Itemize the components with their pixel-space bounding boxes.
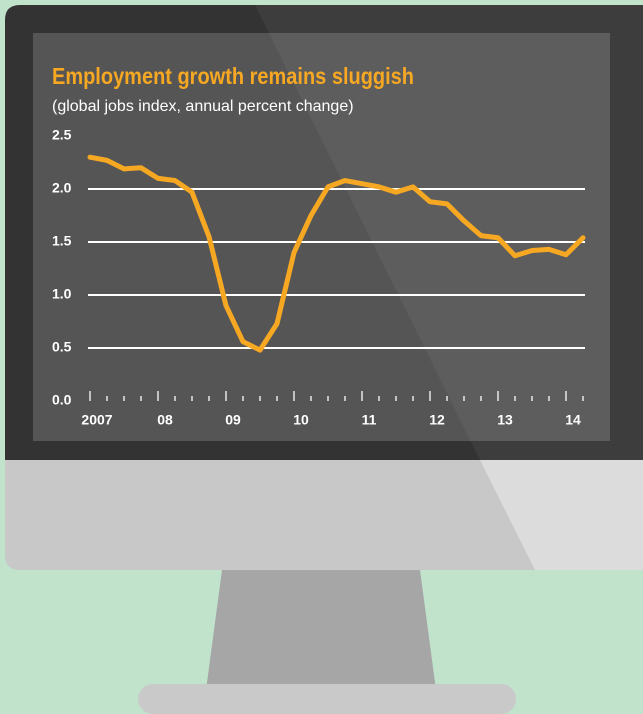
monitor-chin (5, 460, 643, 570)
chart-subtitle: (global jobs index, annual percent chang… (52, 98, 354, 115)
screen-glare (255, 5, 643, 460)
x-tick-label: 2007 (81, 412, 112, 428)
y-tick-label: 0.0 (52, 392, 72, 408)
x-tick-label: 09 (225, 412, 241, 428)
stand-base (138, 684, 516, 714)
y-tick-label: 0.5 (52, 339, 72, 355)
x-tick-label: 10 (293, 412, 309, 428)
chart-title: Employment growth remains sluggish (52, 63, 414, 89)
stand (206, 570, 436, 690)
x-tick-label: 13 (497, 412, 513, 428)
data-line (87, 154, 586, 353)
x-tick-label: 11 (362, 412, 377, 428)
x-tick-label: 08 (157, 412, 173, 428)
y-tick-label: 2.0 (52, 180, 72, 196)
x-tick-label: 12 (429, 412, 445, 428)
y-tick-label: 1.0 (52, 286, 72, 302)
x-tick-label: 14 (565, 412, 581, 428)
y-tick-label: 2.5 (52, 127, 72, 143)
chin-glare (480, 460, 643, 570)
y-tick-label: 1.5 (52, 233, 72, 249)
screen (33, 33, 610, 441)
